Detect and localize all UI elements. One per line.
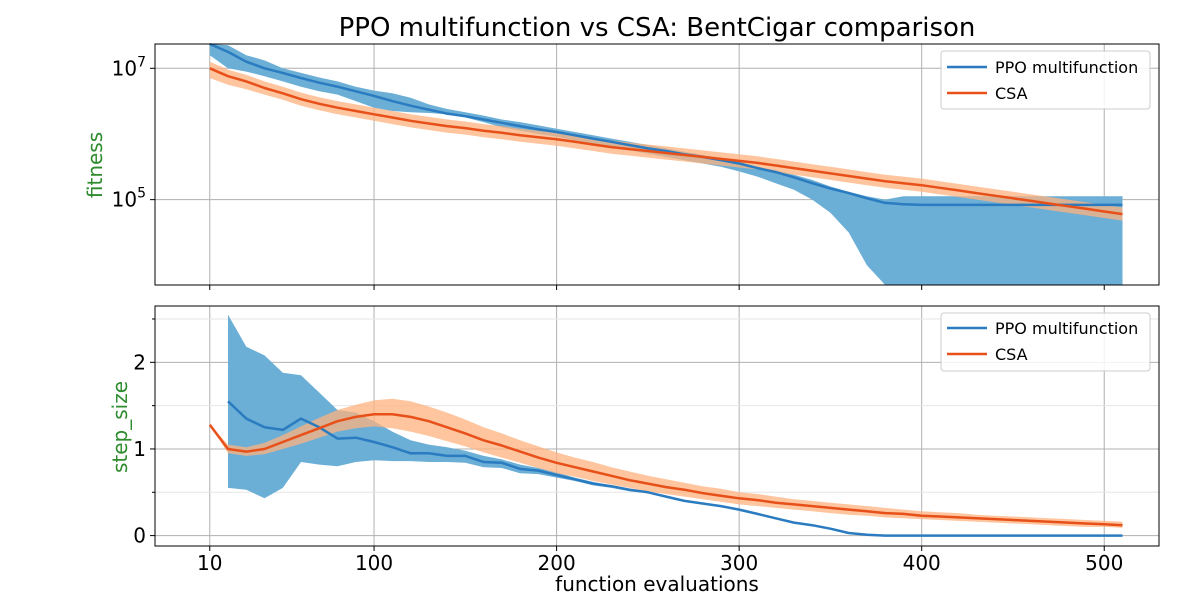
x-tick-label: 400 (903, 551, 941, 575)
fitness-y-ticks: 107 105 (112, 54, 155, 212)
step-size-legend: PPO multifunction CSA (940, 312, 1151, 372)
step-size-bands (209, 314, 1123, 536)
x-tick-label: 300 (720, 551, 758, 575)
step-size-legend-ppo-label: PPO multifunction (995, 319, 1138, 338)
x-tick-label: 10 (197, 551, 222, 575)
fitness-legend-box (940, 50, 1151, 110)
fitness-x-tick-marks (209, 285, 1105, 290)
x-tick-label: 200 (538, 551, 576, 575)
csa-mean-line (209, 67, 1123, 216)
csa-confidence-band (209, 61, 1123, 221)
step-size-panel: 0 1 2 step_size PPO multifunction CSA (108, 305, 1160, 551)
step-size-axes-frame (154, 305, 1160, 547)
y-tick-label: 0 (133, 524, 146, 548)
step-size-legend-box (940, 312, 1151, 372)
y-tick-label: 105 (112, 186, 146, 212)
y-tick-label: 1 (133, 437, 146, 461)
fitness-y-axis-label: fitness (83, 132, 107, 198)
csa-confidence-band (209, 398, 1123, 528)
fitness-axes-frame (154, 43, 1160, 286)
ppo-confidence-band (209, 44, 1123, 285)
step-size-legend-csa-label: CSA (995, 345, 1028, 364)
fitness-panel: 107 105 fitness PPO multifunction CSA (83, 42, 1160, 290)
x-tick-label: 500 (1085, 551, 1123, 575)
x-axis-label: function evaluations (555, 572, 759, 596)
step-size-y-ticks: 0 1 2 (133, 318, 155, 548)
fitness-legend-ppo-label: PPO multifunction (995, 58, 1138, 77)
step-size-y-axis-label: step_size (108, 381, 132, 473)
y-tick-label: 107 (112, 54, 146, 80)
x-tick-labels: 10 100 200 300 400 500 (197, 551, 1123, 575)
ppo-mean-line (209, 42, 1123, 207)
fitness-legend-csa-label: CSA (995, 84, 1028, 103)
step-size-x-tick-marks (209, 546, 1105, 551)
fitness-legend: PPO multifunction CSA (940, 50, 1151, 110)
fitness-lines (209, 42, 1123, 216)
y-tick-label: 2 (133, 350, 146, 374)
fitness-bands (209, 44, 1123, 285)
x-tick-label: 100 (355, 551, 393, 575)
step-size-lines (208, 400, 1123, 537)
csa-mean-line (208, 413, 1123, 527)
ppo-mean-line (227, 400, 1123, 537)
chart-title: PPO multifunction vs CSA: BentCigar comp… (339, 13, 976, 43)
